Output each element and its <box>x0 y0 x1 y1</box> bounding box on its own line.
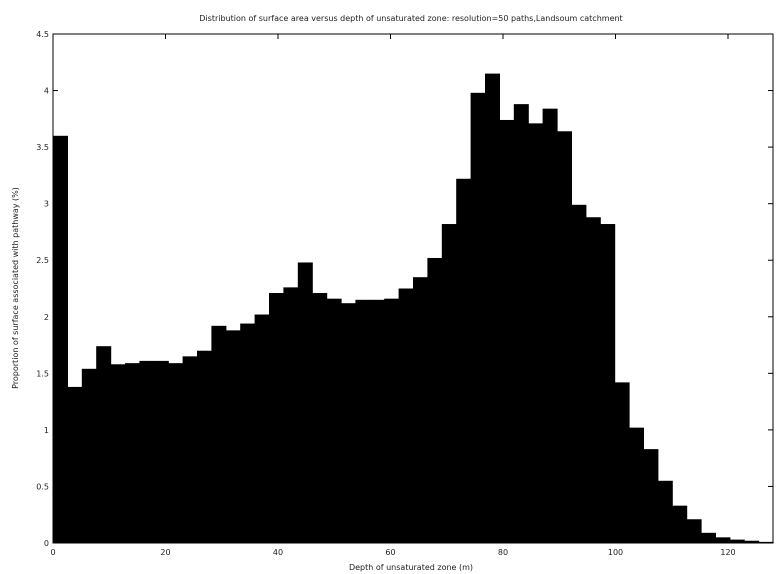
plot-area: 0 20 40 60 80 100 120 0 0.5 1 1.5 2 2.5 3 3.5 4 4.5 <box>36 30 774 557</box>
histogram-bar <box>81 368 97 543</box>
histogram-bar <box>614 382 630 543</box>
x-axis: 0 20 40 60 80 100 120 <box>50 34 736 557</box>
histogram-bar <box>470 92 486 543</box>
histogram-bar <box>513 104 529 543</box>
y-axis-title: Proportion of surface associated with pa… <box>11 187 20 389</box>
histogram-bar <box>53 135 68 544</box>
histogram-bar <box>225 330 241 543</box>
histogram-bar <box>211 325 227 543</box>
y-tick-label: 2 <box>44 313 49 322</box>
y-tick-label: 4 <box>44 87 49 96</box>
x-tick-label: 120 <box>720 548 735 557</box>
histogram-bar <box>297 262 313 543</box>
histogram-bar <box>312 293 328 543</box>
histogram-bar <box>269 293 284 543</box>
y-tick-label: 0 <box>44 539 49 548</box>
histogram-bar <box>571 204 587 544</box>
histogram-bar <box>441 224 457 543</box>
chart-title: Distribution of surface area versus dept… <box>199 14 622 23</box>
histogram-bar <box>139 360 155 543</box>
histogram-bar <box>701 532 716 543</box>
y-tick-label: 4.5 <box>36 30 49 39</box>
histogram-bar <box>413 277 428 543</box>
histogram-bar <box>240 323 256 543</box>
histogram-bar <box>125 363 140 543</box>
y-tick-label: 3.5 <box>36 143 49 152</box>
histogram-bar <box>643 449 659 543</box>
y-tick-label: 1 <box>44 426 49 435</box>
histogram-bar <box>197 350 212 543</box>
histogram-bar <box>499 119 515 544</box>
histogram-bar <box>355 299 371 543</box>
y-axis: 0 0.5 1 1.5 2 2.5 3 3.5 4 4.5 <box>36 30 773 548</box>
x-tick-label: 40 <box>273 548 283 557</box>
histogram-bar <box>110 364 126 543</box>
histogram-bar <box>485 73 500 543</box>
histogram-bar <box>729 539 745 543</box>
histogram-bar <box>384 298 400 543</box>
histogram-bar <box>398 288 414 543</box>
bar-series <box>53 73 774 544</box>
histogram-bar <box>528 123 544 544</box>
y-tick-label: 2.5 <box>36 256 49 265</box>
histogram-bar <box>341 303 356 543</box>
x-tick-label: 20 <box>160 548 170 557</box>
histogram-bar <box>758 541 774 543</box>
histogram-bar <box>686 519 702 543</box>
histogram-bar <box>600 224 616 543</box>
histogram-bar <box>672 505 688 543</box>
histogram-bar <box>96 346 112 543</box>
histogram-bar <box>283 287 299 543</box>
x-tick-label: 0 <box>50 548 55 557</box>
histogram-bar <box>456 178 472 543</box>
histogram-bar <box>715 537 731 543</box>
y-tick-label: 1.5 <box>36 369 49 378</box>
histogram-bar <box>67 386 83 543</box>
histogram-bar <box>182 356 198 543</box>
histogram-bar <box>254 314 270 543</box>
histogram-bar <box>542 108 558 544</box>
x-tick-label: 100 <box>608 548 623 557</box>
histogram-bar <box>369 299 385 543</box>
histogram-bar <box>629 427 644 543</box>
y-tick-label: 3 <box>44 200 49 209</box>
histogram-bar <box>657 480 673 543</box>
histogram-bar <box>326 298 342 543</box>
x-tick-label: 60 <box>385 548 395 557</box>
x-axis-title: Depth of unsaturated zone (m) <box>349 563 473 572</box>
y-tick-label: 0.5 <box>36 482 49 491</box>
x-tick-label: 80 <box>498 548 508 557</box>
histogram-bar <box>427 257 443 543</box>
histogram-bar <box>168 363 184 543</box>
histogram-bar <box>153 360 169 543</box>
histogram-bar <box>744 540 760 543</box>
histogram-bar <box>585 217 601 544</box>
histogram-bar <box>557 131 572 543</box>
